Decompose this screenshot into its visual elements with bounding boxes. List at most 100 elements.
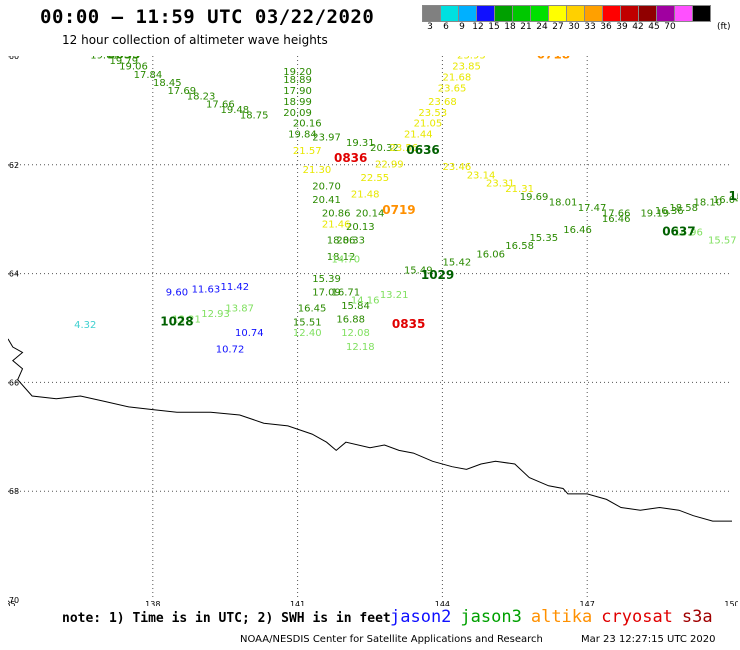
colorbar-swatch	[458, 5, 477, 22]
wave-height-label: 18.12	[327, 252, 356, 263]
wave-height-label: 23.56	[389, 143, 418, 154]
wave-height-label: 16.46	[563, 225, 592, 236]
wave-height-label: 16.06	[476, 249, 505, 260]
colorbar-labels: 3 6 9 12 15 18 21 24 27 30 33 36 39 42 45 70	[422, 22, 678, 32]
wave-height-label: 12.40	[293, 328, 322, 339]
wave-height-label: 15.42	[443, 257, 472, 268]
colorbar-swatch	[422, 5, 441, 22]
wave-height-label: 11.63	[192, 285, 221, 296]
colorbar-swatch	[512, 5, 531, 22]
colorbar-label: 39	[616, 22, 628, 32]
wave-height-label: 16.46	[602, 214, 631, 225]
wave-height-label: 23.53	[418, 108, 447, 119]
pass-time-label: 0836	[334, 151, 367, 165]
colorbar-label: 6	[443, 22, 449, 32]
wave-height-label: 15.35	[529, 233, 558, 244]
colorbar-label: 15	[488, 22, 500, 32]
legend-item: s3a	[681, 607, 713, 627]
map-plot: 135 138 141 144 147 150 -60 -62 -64 -66 -68 -70 19.0…	[8, 56, 738, 606]
pass-time-label: 0718	[537, 56, 570, 62]
wave-height-label: 13.21	[380, 290, 409, 301]
wave-height-label: 16.58	[505, 241, 534, 252]
y-tick-label: -70	[8, 596, 19, 605]
wave-height-label: 14.70	[332, 255, 361, 266]
wave-height-label: 15.51	[293, 317, 322, 328]
chart-title: 00:00 – 11:59 UTC 03/22/2020	[40, 6, 375, 28]
wave-height-label: 19.20	[283, 67, 312, 78]
colorbar-label: 42	[632, 22, 644, 32]
wave-height-label: 19.69	[520, 192, 549, 203]
x-tick-label: 141	[290, 600, 305, 606]
wave-height-label: 18.01	[549, 198, 578, 209]
legend-item: jason2	[390, 607, 452, 627]
pass-time-label: 0719	[382, 203, 415, 217]
colorbar-swatch	[674, 5, 693, 22]
colorbar-unit: (ft)	[717, 22, 731, 32]
chart-subtitle: 12 hour collection of altimeter wave hei…	[62, 33, 328, 47]
wave-height-label: 23.68	[428, 97, 457, 108]
colorbar-swatch	[530, 5, 549, 22]
colorbar-label: 21	[520, 22, 532, 32]
pass-time-label: 1029	[421, 268, 454, 282]
legend-item: altika	[530, 607, 593, 627]
colorbar-label: 9	[459, 22, 465, 32]
pass-time-label: 10	[728, 189, 738, 203]
wave-height-label: 21.48	[351, 189, 380, 200]
colorbar-label: 18	[504, 22, 516, 32]
wave-height-label: 21.46	[322, 219, 351, 230]
footer-note: note: 1) Time is in UTC; 2) SWH is in fe…	[62, 611, 391, 626]
wave-height-label: 15.39	[312, 274, 341, 285]
colorbar-label: 24	[536, 22, 548, 32]
wave-height-label: 19.06	[119, 62, 148, 73]
wave-height-label: 16.36	[655, 206, 684, 217]
colorbar-swatch	[440, 5, 459, 22]
wave-height-label: 17.69	[167, 86, 196, 97]
colorbar-swatch	[494, 5, 513, 22]
y-tick-label: -68	[8, 487, 19, 496]
wave-height-label: 12.08	[341, 328, 370, 339]
wave-height-label: 23.97	[312, 132, 341, 143]
y-tick-label: -62	[8, 161, 19, 170]
wave-height-label: 19.79	[110, 56, 139, 67]
wave-height-label: 23.46	[443, 162, 472, 173]
wave-height-label: 12.21	[172, 315, 201, 326]
wave-height-label: 14.16	[351, 296, 380, 307]
credit-text: NOAA/NESDIS Center for Satellite Applica…	[240, 634, 543, 645]
wave-height-label: 19.01	[90, 56, 119, 62]
wave-height-label: 10.72	[216, 344, 245, 355]
wave-height-label: 18.75	[240, 111, 269, 122]
wave-height-label: 18.23	[187, 92, 216, 103]
wave-height-label: 21.68	[443, 72, 472, 83]
pass-time-label: 0635	[107, 56, 140, 62]
wave-height-label: 19.31	[346, 138, 375, 149]
wave-height-label: 20.41	[312, 195, 341, 206]
wave-height-label: 20.86	[322, 208, 351, 219]
wave-height-label: 20.09	[283, 108, 312, 119]
wave-height-label: 16.45	[298, 304, 327, 315]
colorbar-swatch	[602, 5, 621, 22]
wave-height-label: 21.57	[293, 146, 322, 157]
legend-item: jason3	[460, 607, 522, 627]
wave-height-label: 16.88	[336, 315, 365, 326]
wave-height-label: 23.85	[452, 62, 481, 73]
x-tick-label: 144	[435, 600, 450, 606]
colorbar-label: 12	[472, 22, 484, 32]
wave-height-label: 15.84	[341, 301, 370, 312]
wave-height-label: 12.18	[346, 342, 375, 353]
wave-height-label: 20.16	[293, 119, 322, 130]
pass-time-label: 1028	[160, 314, 193, 328]
wave-height-label: 22.55	[361, 173, 390, 184]
wave-height-label: 13.87	[225, 304, 254, 315]
y-tick-label: -66	[8, 378, 19, 387]
wave-height-label: 14.96	[674, 228, 703, 239]
wave-height-label: 15.57	[708, 236, 737, 247]
wave-height-label: 20.14	[356, 208, 385, 219]
wave-height-label: 21.44	[404, 130, 433, 141]
colorbar-label: 27	[552, 22, 564, 32]
wave-height-label: 21.31	[505, 184, 534, 195]
pass-time-label: 0637	[662, 225, 695, 239]
wave-height-label: 16.71	[332, 287, 361, 298]
wave-height-label: 19.48	[221, 105, 250, 116]
colorbar-swatch	[638, 5, 657, 22]
wave-height-label: 15.49	[404, 266, 433, 277]
